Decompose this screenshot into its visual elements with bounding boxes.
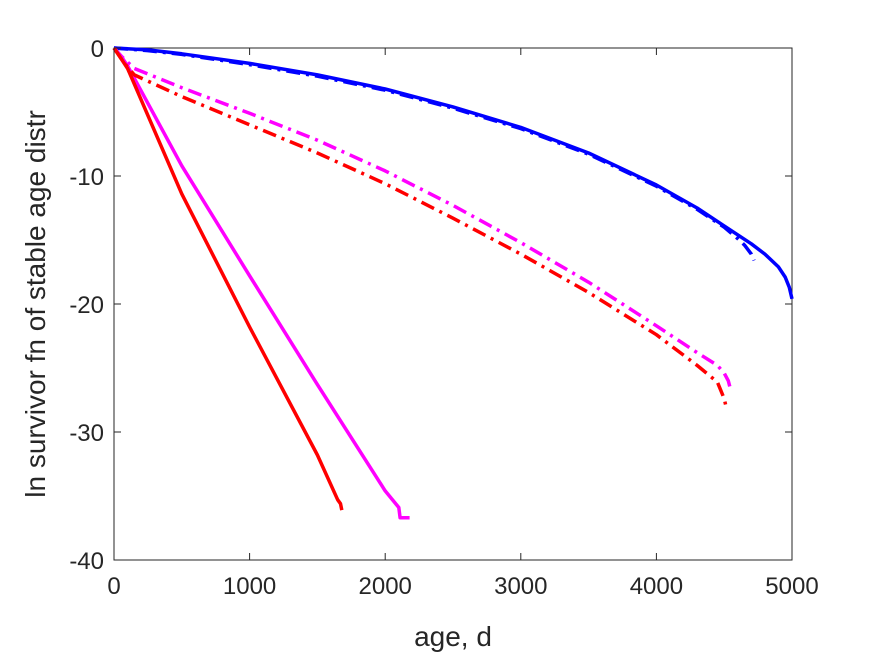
y-tick-label: -10 bbox=[69, 164, 104, 191]
x-tick-label: 4000 bbox=[630, 573, 683, 600]
y-tick-label: -40 bbox=[69, 548, 104, 575]
series-line-4 bbox=[112, 46, 732, 389]
y-tick-label: 0 bbox=[91, 36, 104, 63]
x-tick-label: 3000 bbox=[494, 573, 547, 600]
series-line-5 bbox=[112, 47, 344, 511]
y-tick-label: -30 bbox=[69, 420, 104, 447]
x-tick-label: 2000 bbox=[359, 573, 412, 600]
tick-layer: 0 1000 2000 3000 4000 5000 0 -10 -20 -30 -40 bbox=[69, 36, 818, 600]
x-tick-label: 1000 bbox=[223, 573, 276, 600]
plot-area bbox=[113, 47, 793, 561]
x-tick-label: 5000 bbox=[765, 573, 818, 600]
y-tick-label: -20 bbox=[69, 292, 104, 319]
x-axis-title: age, d bbox=[414, 621, 492, 652]
x-tick-label: 0 bbox=[107, 573, 120, 600]
y-axis-title: ln survivor fn of stable age distr bbox=[20, 110, 51, 498]
series-layer bbox=[112, 46, 794, 520]
